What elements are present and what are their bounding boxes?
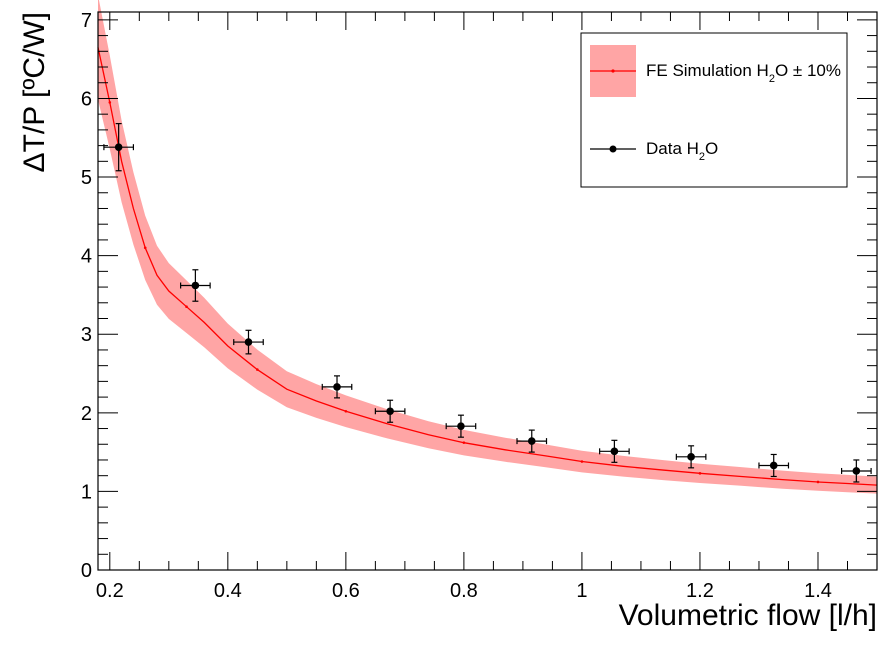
data-marker: [244, 338, 253, 346]
data-marker: [852, 467, 861, 475]
simulation-marker: [816, 480, 820, 484]
x-tick-label: 0.2: [96, 580, 124, 602]
simulation-line-layer: [97, 47, 878, 486]
y-tick-label: 5: [81, 167, 92, 189]
data-point: [675, 445, 707, 469]
legend-entry-simulation: FE Simulation H2O ± 10%: [646, 61, 841, 85]
simulation-marker: [462, 441, 466, 444]
x-tick-label: 1: [576, 580, 587, 602]
y-tick-label: 4: [81, 246, 92, 268]
simulation-marker: [256, 368, 259, 371]
simulation-marker: [143, 246, 147, 250]
x-tick-label: 0.4: [214, 580, 242, 602]
legend: FE Simulation H2O ± 10% Data H2O: [580, 32, 848, 188]
x-tick-label: 1.4: [804, 580, 832, 602]
data-point: [758, 453, 790, 478]
simulation-marker: [580, 460, 584, 463]
plot-frame: [97, 11, 878, 571]
data-marker: [687, 453, 695, 461]
y-axis-title: ΔT/P [ºC/W]: [18, 12, 51, 172]
simulation-marker: [108, 101, 112, 104]
x-tick-label: 1.2: [686, 580, 714, 602]
y-axis-ticks: 0 1 2 3 4 5 6 7: [81, 10, 877, 582]
legend-line-marker: [611, 69, 615, 73]
data-marker: [114, 143, 123, 151]
simulation-marker: [185, 305, 188, 309]
x-tick-label: 0.6: [332, 580, 360, 602]
data-marker: [457, 422, 465, 430]
data-marker: [386, 407, 394, 416]
x-axis-title: Volumetric flow [l/h]: [619, 599, 877, 632]
data-marker: [527, 437, 536, 445]
simulation-marker: [698, 472, 702, 475]
data-points-layer: [103, 122, 872, 483]
simulation-marker: [344, 409, 348, 413]
data-point: [321, 375, 353, 399]
legend-data-marker: [609, 145, 617, 153]
data-point: [516, 429, 548, 453]
y-tick-label: 1: [81, 481, 92, 503]
data-marker: [769, 461, 778, 470]
data-point: [374, 399, 406, 423]
legend-entry-data: Data H2O: [646, 139, 718, 163]
y-tick-label: 3: [81, 324, 92, 346]
x-tick-label: 0.8: [450, 580, 478, 602]
y-tick-label: 6: [81, 88, 92, 110]
y-tick-label: 7: [81, 10, 92, 32]
y-tick-label: 0: [81, 560, 92, 582]
x-axis-ticks: 0.2 0.4 0.6 0.8 1 1.2 1.4: [96, 12, 878, 602]
data-point: [599, 439, 630, 463]
data-marker: [333, 383, 341, 391]
data-marker: [191, 281, 200, 290]
data-point: [233, 329, 264, 355]
data-point: [840, 459, 872, 483]
data-point: [180, 269, 211, 302]
data-point: [445, 414, 477, 438]
data-marker: [610, 447, 619, 456]
simulation-line: [97, 47, 878, 486]
y-tick-label: 2: [81, 403, 92, 425]
